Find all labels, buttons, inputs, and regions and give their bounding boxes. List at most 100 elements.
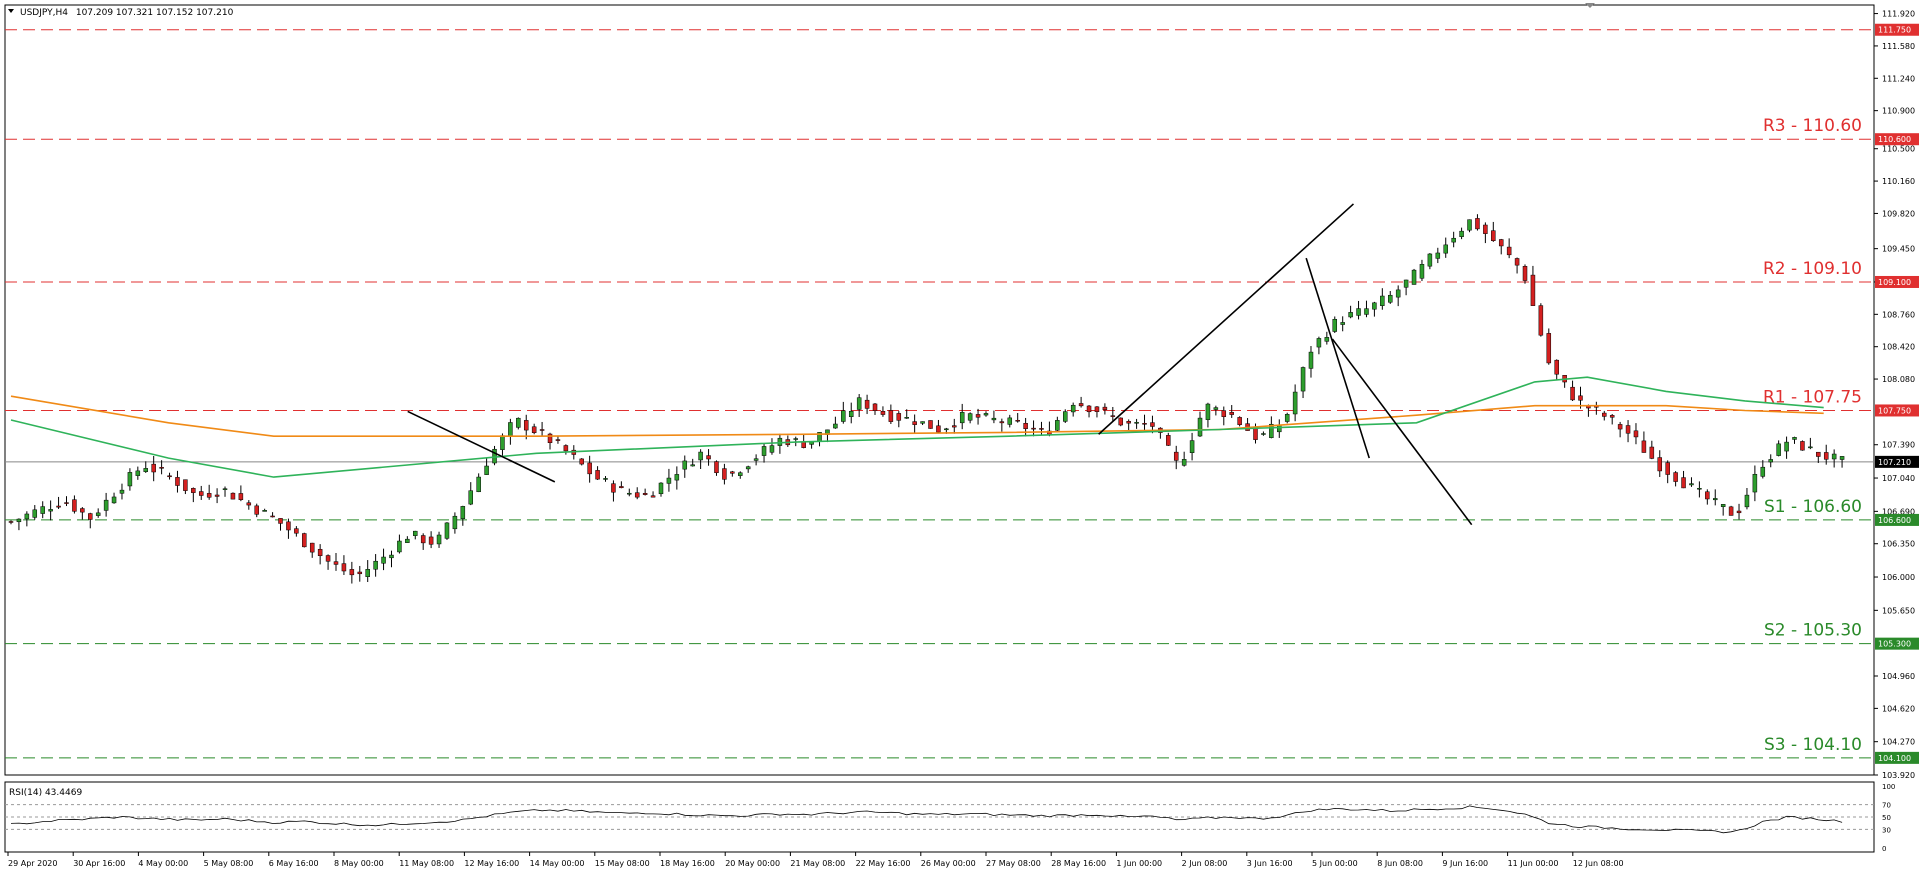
candle-body[interactable]: [127, 472, 133, 487]
candle-body[interactable]: [32, 509, 38, 518]
candle-body[interactable]: [508, 422, 513, 436]
candle-body[interactable]: [1435, 252, 1441, 259]
candle-body[interactable]: [579, 458, 584, 465]
candle-body[interactable]: [1609, 415, 1615, 418]
trendline[interactable]: [1098, 203, 1355, 435]
candle-body[interactable]: [1522, 266, 1528, 281]
candle-body[interactable]: [936, 425, 941, 433]
candle-body[interactable]: [603, 478, 608, 480]
candle-body[interactable]: [1816, 451, 1821, 457]
candle-body[interactable]: [666, 477, 672, 484]
candle-body[interactable]: [650, 495, 656, 498]
candle-body[interactable]: [214, 494, 220, 497]
candle-body[interactable]: [1023, 423, 1028, 429]
candle-body[interactable]: [175, 477, 180, 486]
candle-body[interactable]: [1070, 404, 1076, 413]
candle-body[interactable]: [1229, 412, 1234, 415]
candle-body[interactable]: [1110, 415, 1116, 417]
candle-body[interactable]: [143, 468, 149, 472]
candle-body[interactable]: [254, 505, 259, 515]
candle-body[interactable]: [1823, 452, 1829, 460]
candle-body[interactable]: [8, 521, 14, 523]
candle-body[interactable]: [1808, 446, 1813, 449]
candle-body[interactable]: [1459, 230, 1464, 237]
candle-body[interactable]: [952, 425, 957, 428]
candle-body[interactable]: [555, 439, 561, 441]
candle-body[interactable]: [1451, 237, 1456, 243]
trendline[interactable]: [1331, 338, 1473, 526]
candle-body[interactable]: [167, 475, 172, 478]
candle-body[interactable]: [317, 548, 323, 557]
candle-body[interactable]: [1388, 294, 1393, 303]
candle-body[interactable]: [222, 488, 228, 490]
candle-body[interactable]: [619, 486, 624, 489]
candle-body[interactable]: [381, 556, 386, 564]
candle-body[interactable]: [484, 465, 489, 475]
candle-body[interactable]: [1221, 410, 1227, 417]
candle-body[interactable]: [991, 417, 997, 421]
candle-body[interactable]: [1736, 510, 1742, 514]
candle-body[interactable]: [183, 479, 188, 491]
candle-body[interactable]: [1142, 423, 1147, 425]
candle-body[interactable]: [1261, 433, 1266, 435]
candle-body[interactable]: [722, 468, 727, 480]
candle-body[interactable]: [1784, 441, 1789, 452]
candle-body[interactable]: [1506, 246, 1512, 256]
candle-body[interactable]: [1181, 459, 1187, 466]
candle-body[interactable]: [1173, 451, 1179, 461]
candle-body[interactable]: [856, 397, 862, 410]
candle-body[interactable]: [1395, 289, 1401, 298]
candle-body[interactable]: [516, 417, 521, 428]
candle-body[interactable]: [753, 458, 759, 461]
candle-body[interactable]: [1372, 302, 1377, 310]
candle-body[interactable]: [801, 441, 806, 448]
candle-body[interactable]: [452, 515, 458, 530]
candle-body[interactable]: [1086, 405, 1092, 413]
candle-body[interactable]: [238, 493, 244, 501]
candle-body[interactable]: [1205, 403, 1211, 420]
candle-body[interactable]: [1705, 491, 1710, 500]
candle-body[interactable]: [1443, 244, 1448, 254]
candle-body[interactable]: [135, 470, 141, 476]
candle-body[interactable]: [294, 528, 299, 534]
candle-body[interactable]: [658, 482, 664, 495]
candle-body[interactable]: [1332, 318, 1338, 332]
candle-body[interactable]: [745, 466, 751, 470]
candle-body[interactable]: [349, 569, 355, 576]
candle-body[interactable]: [587, 462, 592, 475]
candle-body[interactable]: [1673, 472, 1678, 482]
candle-body[interactable]: [151, 463, 156, 473]
candle-body[interactable]: [460, 506, 466, 519]
collapse-triangle-icon[interactable]: [8, 9, 14, 13]
candle-body[interactable]: [539, 429, 545, 431]
candle-body[interactable]: [159, 467, 164, 469]
candle-body[interactable]: [1530, 274, 1536, 306]
candle-body[interactable]: [1514, 258, 1520, 266]
candle-body[interactable]: [1134, 422, 1139, 424]
candle-body[interactable]: [492, 448, 497, 464]
candle-body[interactable]: [1419, 264, 1425, 279]
candle-body[interactable]: [341, 563, 347, 572]
candle-body[interactable]: [730, 471, 735, 474]
candle-body[interactable]: [72, 499, 77, 512]
candle-body[interactable]: [1308, 351, 1314, 369]
candle-body[interactable]: [1300, 367, 1306, 392]
candle-body[interactable]: [848, 410, 854, 417]
candle-body[interactable]: [1102, 406, 1108, 410]
candle-body[interactable]: [706, 455, 711, 460]
candle-body[interactable]: [674, 474, 680, 481]
candle-body[interactable]: [928, 420, 933, 429]
candle-body[interactable]: [333, 561, 339, 565]
candle-body[interactable]: [444, 522, 450, 539]
candle-body[interactable]: [999, 421, 1005, 424]
candle-body[interactable]: [1752, 473, 1758, 493]
candle-body[interactable]: [111, 496, 117, 504]
candle-body[interactable]: [547, 433, 553, 443]
candle-body[interactable]: [833, 423, 838, 429]
candle-body[interactable]: [642, 493, 648, 495]
candle-body[interactable]: [1166, 435, 1171, 446]
candle-body[interactable]: [1491, 230, 1496, 242]
candle-body[interactable]: [500, 435, 505, 450]
candle-body[interactable]: [627, 492, 632, 495]
candle-body[interactable]: [40, 506, 45, 514]
